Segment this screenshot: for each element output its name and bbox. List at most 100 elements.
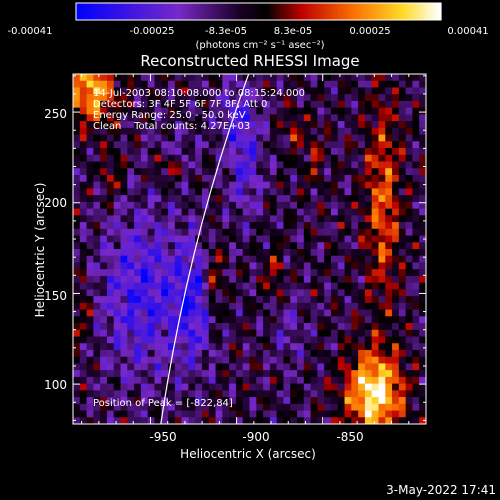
heatmap-cell	[263, 222, 271, 230]
heatmap-cell	[147, 275, 155, 284]
heatmap-cell	[188, 121, 196, 129]
heatmap-cell	[168, 154, 176, 162]
heatmap-cell	[168, 107, 176, 115]
heatmap-cell	[330, 201, 339, 210]
heatmap-cell	[364, 336, 373, 344]
colorbar-segment	[304, 3, 308, 20]
heatmap-cell	[419, 397, 427, 405]
heatmap-cell	[392, 201, 400, 210]
heatmap-cell	[310, 262, 318, 270]
heatmap-cell	[147, 296, 155, 304]
heatmap-cell	[120, 134, 128, 142]
heatmap-cell	[113, 403, 122, 412]
heatmap-cell	[215, 343, 223, 351]
heatmap-cell	[242, 188, 250, 196]
heatmap-cell	[419, 195, 427, 203]
heatmap-cell	[229, 275, 237, 284]
heatmap-cell	[188, 410, 196, 418]
heatmap-cell	[229, 417, 237, 425]
heatmap-cell	[73, 80, 81, 88]
heatmap-cell	[113, 390, 122, 398]
heatmap-cell	[147, 201, 155, 210]
heatmap-cell	[378, 141, 386, 149]
heatmap-cell	[398, 403, 407, 412]
heatmap-cell	[229, 127, 237, 136]
heatmap-cell	[385, 80, 393, 88]
heatmap-cell	[256, 390, 264, 398]
heatmap-cell	[127, 235, 135, 243]
heatmap-cell	[276, 141, 284, 149]
heatmap-cell	[405, 302, 413, 311]
heatmap-cell	[208, 255, 217, 263]
heatmap-cell	[174, 222, 183, 230]
heatmap-cell	[378, 403, 386, 412]
heatmap-cell	[364, 316, 373, 324]
heatmap-cell	[303, 376, 312, 385]
heatmap-cell	[269, 222, 278, 230]
heatmap-cell	[222, 363, 230, 371]
heatmap-cell	[188, 242, 196, 250]
heatmap-cell	[161, 235, 169, 243]
heatmap-cell	[324, 222, 332, 230]
heatmap-cell	[79, 141, 88, 149]
heatmap-cell	[100, 235, 108, 243]
heatmap-cell	[317, 383, 325, 391]
heatmap-cell	[419, 255, 427, 263]
heatmap-cell	[181, 309, 189, 317]
heatmap-cell	[324, 262, 332, 270]
heatmap-cell	[344, 208, 352, 216]
heatmap-cell	[100, 417, 108, 425]
heatmap-cell	[392, 376, 400, 385]
heatmap-cell	[242, 114, 250, 122]
heatmap-cell	[310, 121, 318, 129]
heatmap-cell	[283, 275, 291, 284]
heatmap-cell	[127, 94, 135, 102]
heatmap-cell	[79, 349, 88, 358]
heatmap-cell	[242, 316, 250, 324]
heatmap-cell	[371, 222, 379, 230]
heatmap-cell	[222, 269, 230, 277]
heatmap-cell	[371, 302, 379, 311]
heatmap-cell	[140, 174, 149, 183]
heatmap-cell	[93, 343, 101, 351]
heatmap-cell	[419, 228, 427, 237]
heatmap-cell	[242, 168, 250, 176]
heatmap-cell	[127, 87, 135, 95]
heatmap-cell	[324, 316, 332, 324]
heatmap-cell	[86, 296, 94, 304]
heatmap-cell	[297, 100, 305, 109]
heatmap-cell	[385, 349, 393, 358]
heatmap-cell	[256, 302, 264, 311]
heatmap-cell	[195, 323, 203, 331]
heatmap-cell	[398, 370, 407, 378]
colorbar-segment	[328, 3, 333, 20]
heatmap-cell	[317, 370, 325, 378]
heatmap-cell	[154, 87, 162, 95]
heatmap-cell	[337, 181, 346, 189]
heatmap-cell	[100, 403, 108, 412]
heatmap-cell	[188, 134, 196, 142]
heatmap-cell	[235, 417, 244, 425]
heatmap-cell	[405, 107, 413, 115]
heatmap-cell	[364, 376, 373, 385]
heatmap-cell	[154, 215, 162, 223]
heatmap-cell	[79, 181, 88, 189]
heatmap-cell	[337, 343, 346, 351]
heatmap-cell	[269, 363, 278, 371]
heatmap-cell	[73, 376, 81, 385]
heatmap-cell	[222, 397, 230, 405]
colorbar-segment	[343, 3, 348, 20]
heatmap-cell	[79, 363, 88, 371]
heatmap-cell	[371, 141, 379, 149]
heatmap-cell	[161, 255, 169, 263]
heatmap-cell	[324, 235, 332, 243]
heatmap-cell	[229, 316, 237, 324]
heatmap-cell	[378, 397, 386, 405]
heatmap-cell	[344, 121, 352, 129]
heatmap-cell	[120, 148, 128, 156]
heatmap-cell	[181, 316, 189, 324]
heatmap-cell	[168, 329, 176, 337]
heatmap-cell	[364, 410, 373, 418]
heatmap-cell	[249, 323, 257, 331]
heatmap-cell	[337, 410, 346, 418]
